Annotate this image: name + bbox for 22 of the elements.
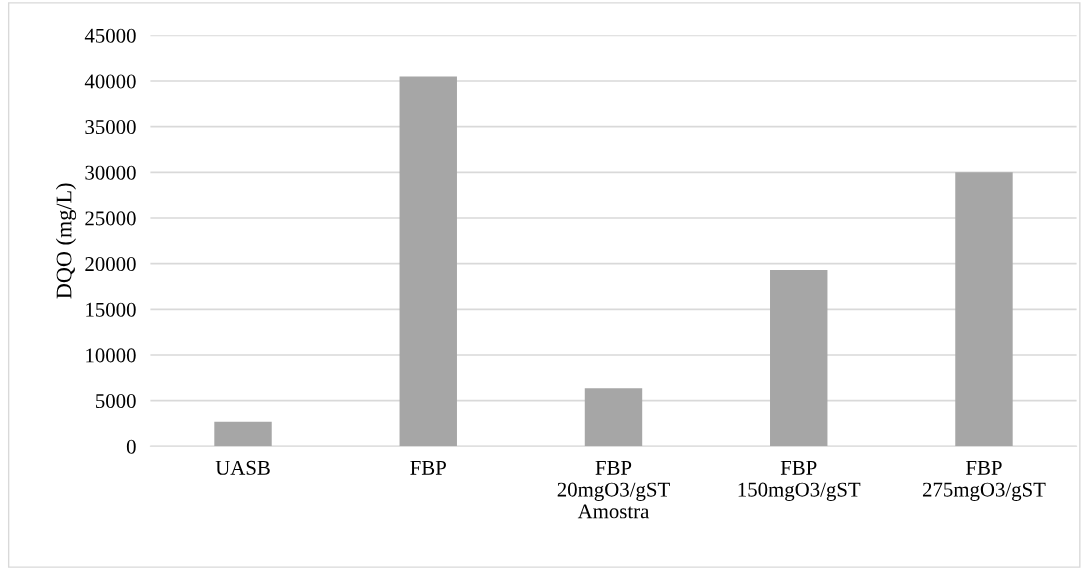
x-tick-label: FBP bbox=[410, 461, 446, 475]
y-tick-label: 10000 bbox=[86, 348, 136, 363]
bar bbox=[955, 172, 1013, 447]
x-tick-label: FBP 150mgO3/gST bbox=[738, 461, 861, 501]
y-tick-label: 40000 bbox=[84, 74, 136, 89]
y-tick-label: 20000 bbox=[85, 257, 136, 272]
y-tick-label: 5000 bbox=[96, 394, 136, 409]
y-axis-title: DQO (mg/L) bbox=[55, 183, 77, 299]
x-axis-title: Amostra bbox=[577, 504, 650, 519]
y-tick-label: 0 bbox=[126, 439, 136, 454]
y-tick-label: 25000 bbox=[85, 211, 136, 226]
x-tick-label: FBP 275mgO3/gST bbox=[922, 461, 1046, 501]
y-tick-label: 15000 bbox=[86, 302, 136, 317]
x-tick-label: UASB bbox=[215, 460, 270, 475]
bar bbox=[770, 270, 828, 447]
bar bbox=[214, 421, 272, 447]
y-tick-label: 30000 bbox=[85, 165, 136, 180]
bar bbox=[399, 76, 457, 447]
x-tick-label: FBP 20mgO3/gST bbox=[557, 461, 670, 501]
y-tick-label: 35000 bbox=[85, 120, 136, 135]
bar bbox=[584, 388, 643, 447]
y-tick-label: 45000 bbox=[84, 28, 136, 43]
